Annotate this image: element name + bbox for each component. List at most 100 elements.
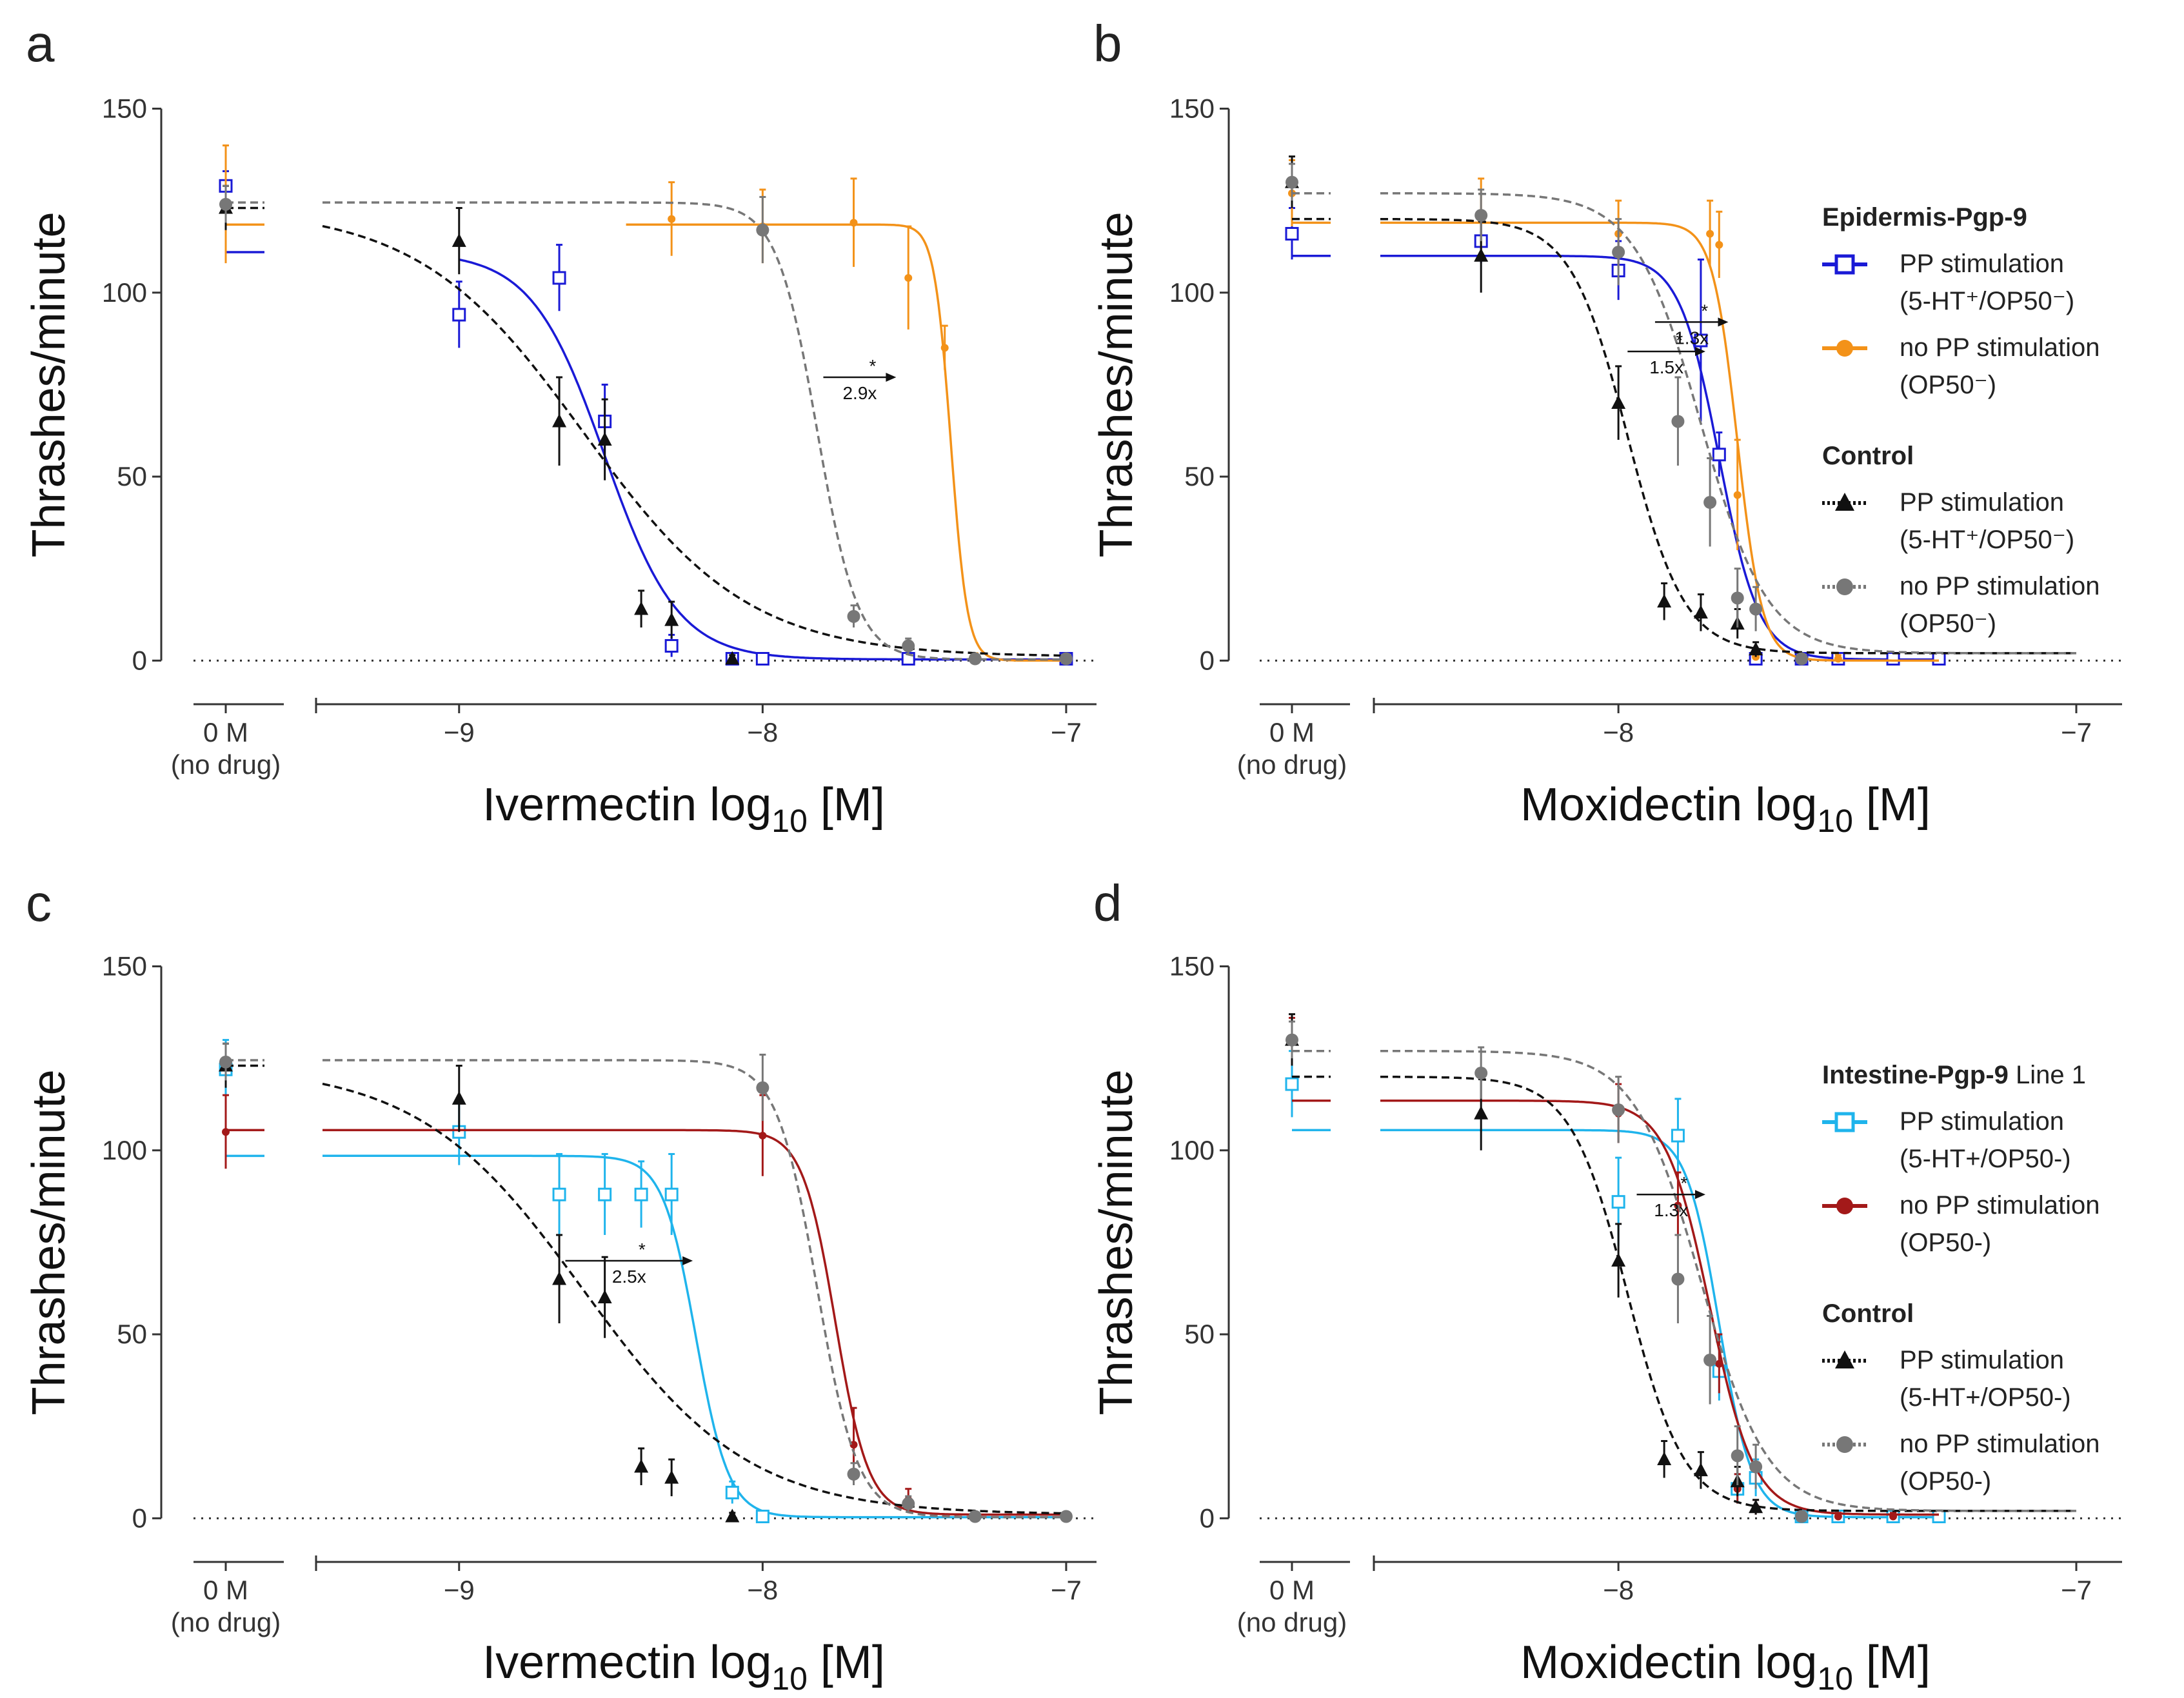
data-point [847, 609, 860, 623]
data-point [552, 271, 566, 285]
x-tick-zero-label: 0 M [1269, 717, 1315, 747]
fold-change-annotation: 1.3x * [1636, 1173, 1706, 1220]
legend-item: no PP stimulation (OP50-) [1822, 1430, 2100, 1496]
data-point [968, 652, 982, 666]
series-3 [1286, 163, 2076, 666]
data-point [1703, 496, 1717, 509]
arrow-head [682, 1256, 693, 1265]
data-point [725, 1508, 740, 1523]
y-tick-label: 150 [1169, 951, 1215, 981]
data-point [755, 652, 769, 666]
data-point [1889, 1512, 1898, 1521]
legend-sublabel: (5-HT⁺/OP50⁻) [1900, 287, 2074, 315]
legend-item: no PP stimulation (OP50⁻) [1822, 333, 2100, 399]
series-1 [222, 1094, 1070, 1521]
fit-curve [1380, 254, 1939, 661]
x-axis-label-sub: 10 [771, 803, 808, 839]
data-point-zero [219, 1055, 232, 1069]
legend-marker [1835, 1350, 1854, 1368]
x-axis-label-main: Ivermectin log [482, 779, 771, 831]
significance-star: * [1680, 1173, 1687, 1193]
legend-b: Epidermis-Pgp-9 PP stimulation (5-HT⁺/OP50… [1822, 203, 2100, 638]
legend-sublabel: (5-HT⁺/OP50⁻) [1900, 526, 2074, 554]
x-axis-label-sub: 10 [771, 1661, 808, 1697]
legend-item: PP stimulation (5-HT⁺/OP50⁻) [1822, 488, 2074, 554]
data-point [598, 1187, 612, 1201]
panel-letter: c [26, 874, 52, 932]
x-axis-label-main: Ivermectin log [482, 1637, 771, 1688]
y-tick-label: 0 [1200, 645, 1215, 675]
x-axis-label-main: Moxidectin log [1520, 779, 1817, 831]
data-point [725, 651, 740, 665]
x-tick-label: −8 [1603, 717, 1634, 747]
arrow-head [1718, 317, 1729, 327]
y-tick-label: 150 [1169, 93, 1215, 123]
legend-group-title: Intestine-Pgp-9 Line 1 [1822, 1061, 2086, 1089]
y-tick-label: 50 [1184, 1319, 1215, 1349]
data-point [1795, 652, 1809, 666]
fold-change-label: 1.5x [1649, 357, 1683, 377]
data-point [1657, 594, 1672, 608]
data-point [902, 639, 915, 653]
data-point [849, 219, 858, 227]
data-point [552, 1271, 567, 1285]
x-tick-zero-sublabel: (no drug) [1237, 1607, 1347, 1637]
data-point [1671, 1129, 1685, 1143]
y-tick-label: 50 [117, 461, 147, 491]
legend-item: PP stimulation (5-HT+/OP50-) [1822, 1107, 2071, 1173]
legend-label: no PP stimulation [1900, 1191, 2100, 1219]
x-tick-label: −7 [2061, 1575, 2092, 1605]
legend-d: Intestine-Pgp-9 Line 1 PP stimulation (5-H… [1822, 1061, 2100, 1496]
data-point [756, 223, 769, 237]
y-tick-label: 50 [1184, 461, 1215, 491]
data-point [1059, 1510, 1073, 1523]
data-point [1749, 642, 1763, 656]
data-point [1474, 208, 1488, 222]
y-tick-label: 100 [1169, 1135, 1215, 1165]
x-axis-label: Moxidectin log10 [M] [1520, 779, 1931, 839]
legend-label: PP stimulation [1900, 488, 2064, 517]
fold-change-label: 2.9x [842, 383, 877, 403]
panel-a: a 0 50 100 150 Thrashes/minute 0 M(no drug) −9 −… [23, 15, 1097, 839]
data-point [849, 1441, 858, 1449]
data-point [664, 1187, 679, 1201]
panel-letter: b [1093, 15, 1122, 72]
y-axis-label: Thrashes/minute [23, 1069, 75, 1415]
legend-marker [1834, 1112, 1855, 1132]
series-3 [219, 1042, 1073, 1523]
x-tick-label: −8 [747, 717, 778, 747]
x-axis-label: Moxidectin log10 [M] [1520, 1637, 1931, 1697]
data-point [1611, 1195, 1625, 1209]
data-point [1749, 602, 1763, 616]
legend-item: PP stimulation (5-HT+/OP50-) [1822, 1346, 2071, 1412]
legend-sublabel: (5-HT+/OP50-) [1900, 1145, 2071, 1173]
data-point [664, 1470, 679, 1484]
data-point [634, 601, 649, 615]
fit-curve [459, 258, 1066, 661]
data-point-zero [219, 197, 232, 211]
data-point [1474, 1066, 1488, 1080]
x-axis-label-sub: 10 [1817, 803, 1853, 839]
y-tick-label: 150 [102, 951, 147, 981]
legend-group-title: Control [1822, 1299, 1914, 1328]
data-point [904, 273, 913, 282]
arrow-head [886, 373, 897, 382]
y-axis-label: Thrashes/minute [23, 212, 75, 557]
fold-change-annotation: 2.9x * [823, 356, 897, 403]
y-axis-label: Thrashes/minute [1091, 1069, 1142, 1415]
data-point-zero [1285, 226, 1299, 241]
data-point [1706, 230, 1714, 238]
data-point [1932, 1510, 1946, 1523]
legend-label: PP stimulation [1900, 250, 2064, 278]
y-tick-label: 0 [1200, 1503, 1215, 1533]
series-3 [1286, 1020, 2076, 1523]
data-point-zero [1286, 175, 1298, 189]
x-axis-label-unit: [M] [1853, 779, 1931, 831]
x-tick-zero-sublabel: (no drug) [171, 749, 281, 780]
data-point [452, 233, 466, 247]
data-point [1474, 1105, 1489, 1120]
data-point [1657, 1452, 1672, 1466]
legend-sublabel: (OP50⁻) [1900, 371, 1996, 399]
arrow-head [1695, 347, 1706, 357]
data-point [1712, 448, 1726, 462]
